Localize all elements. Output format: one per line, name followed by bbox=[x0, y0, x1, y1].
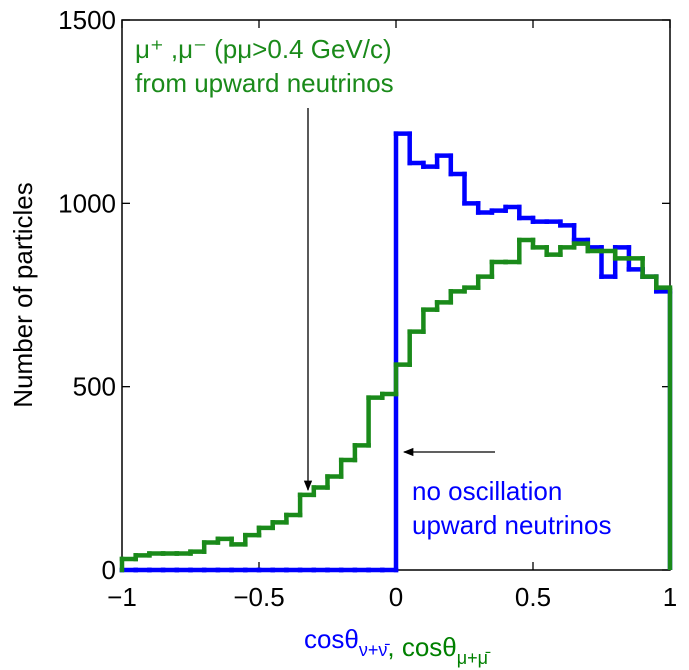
x-tick-label: −1 bbox=[107, 582, 137, 612]
y-tick-label: 500 bbox=[73, 372, 116, 402]
x-tick-label: 0.5 bbox=[515, 582, 551, 612]
series bbox=[119, 131, 673, 573]
x-label-part: cosθ bbox=[304, 624, 359, 654]
series bbox=[119, 237, 673, 573]
y-tick-label: 0 bbox=[102, 555, 116, 585]
y-tick-label: 1000 bbox=[58, 188, 116, 218]
x-label-part: , cosθ bbox=[387, 632, 456, 662]
y-axis-label: Number of particles bbox=[8, 182, 38, 407]
x-label-sub: μ+μ̄ bbox=[457, 648, 491, 668]
x-tick-label: 1 bbox=[663, 582, 677, 612]
annotation: no oscillation bbox=[412, 476, 562, 506]
annotation: from upward neutrinos bbox=[135, 68, 394, 98]
x-label-sub: ν+ν̄ bbox=[359, 640, 391, 660]
annotation: upward neutrinos bbox=[412, 510, 611, 540]
annotation: μ⁺ ,μ⁻ (pμ>0.4 GeV/c) bbox=[135, 34, 392, 64]
x-tick-label: 0 bbox=[389, 582, 403, 612]
x-tick-label: −0.5 bbox=[233, 582, 284, 612]
y-tick-label: 1500 bbox=[58, 5, 116, 35]
x-axis-label: cosθν+ν̄, cosθμ+μ̄ bbox=[304, 624, 491, 668]
